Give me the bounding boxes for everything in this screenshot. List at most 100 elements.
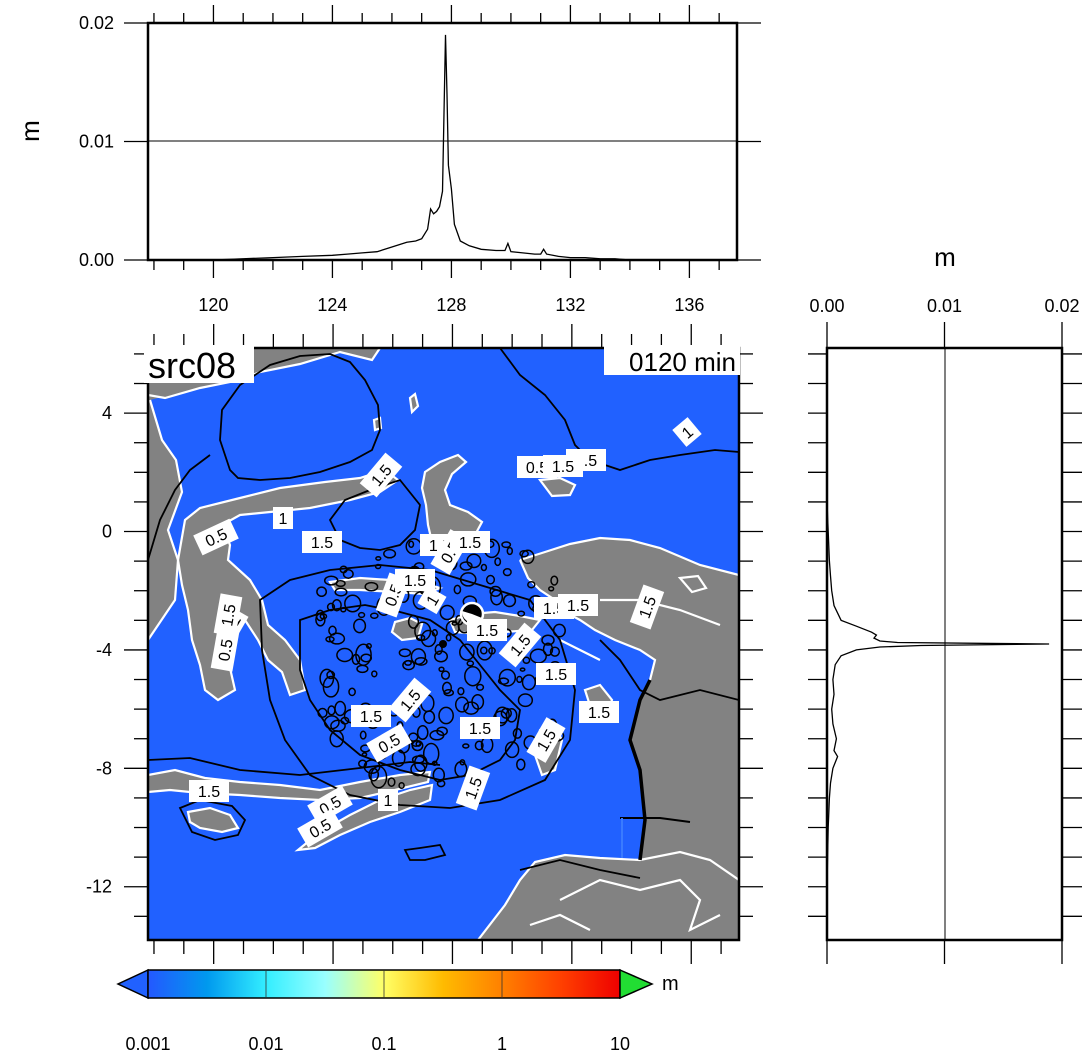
map-title: src08 [148,345,236,386]
small-contour-ring [408,540,415,549]
contour-label-box [543,455,583,477]
small-contour-ring [342,569,354,579]
contour-label-box [378,789,398,811]
small-contour-ring [459,561,473,571]
colorbar-under-triangle [116,968,149,1000]
contour-label: 1.5 [213,593,243,637]
contour-label-text: 1.5 [198,784,220,801]
thick-contour-png [628,679,652,861]
contour-label: 1.5 [455,765,491,811]
contour-north-basin [219,353,381,481]
coast-halmahera [420,453,484,550]
contour-label-text: 1.5 [588,705,610,722]
small-contour-ring [440,670,451,680]
small-contour-ring [517,610,526,617]
contour-west [148,454,211,561]
small-contour-ring [387,777,396,787]
contour-label-box [579,701,619,723]
small-contour-ring [438,666,445,673]
small-contour-ring [375,555,382,561]
contour-label-box [359,452,403,498]
small-contour-ring [325,636,335,643]
contour-label: 1 [672,417,702,447]
contour-arafura [519,859,641,879]
map-time-label: 0120 min [629,347,736,377]
small-contour-ring [340,607,347,613]
contour-label-text: 1.5 [360,709,382,726]
small-contour-ring [316,586,328,598]
small-contour-ring [548,586,555,592]
small-contour-ring [398,648,412,658]
contour-timor-sea [403,844,447,861]
buru-land [392,618,422,640]
right-x-axis-label: m [934,242,956,272]
small-contour-ring [457,687,465,696]
small-contour-ring [438,706,454,725]
contour-label-text: 1.5 [219,603,240,628]
top-x-tick-label: 120 [198,295,228,315]
top-y-tick-label: 0.01 [79,132,114,152]
small-contour-ring [445,634,452,642]
small-contour-ring [423,710,436,724]
small-contour-ring [404,659,412,666]
contour-label: 0.5 [297,808,343,848]
top-x-tick-label: 136 [674,295,704,315]
colorbar-tick-label: 10 [610,1034,630,1054]
coast-borneo [148,399,184,641]
small-contour-ring [353,618,367,634]
small-contour-ring [522,656,531,665]
small-contour-ring [383,548,397,559]
small-contour-ring [328,632,346,645]
small-contour-ring [490,589,504,606]
contour-label-box [193,518,239,556]
contour-label-box [366,723,412,763]
contour-label-box [536,663,576,685]
small-contour-ring [459,759,466,766]
contour-label-box [450,531,490,553]
top-x-ticks: 120 124 128 132 136 [153,5,720,315]
small-contour-ring [359,730,367,740]
coast-sumba [186,806,240,834]
contour-label: 1.5 [450,531,490,553]
map-y-tick-label: -8 [96,758,112,778]
contour-label-box [455,765,491,811]
colorbar-unit-label: m [662,973,679,995]
small-contour-ring [542,642,554,657]
top-x-tick-label: 124 [317,295,347,315]
map-y-tick-label: 4 [102,403,112,423]
small-contour-ring [315,609,325,622]
small-contour-ring [355,643,372,667]
contour-label: 0.5 [210,628,240,672]
coast-australia [477,850,739,940]
contour-label-box [189,780,229,802]
australia-land [478,852,739,940]
contour-flores-ring [148,757,441,776]
contour-label: 1.5 [579,701,619,723]
map-y-tick-label: 0 [102,522,112,542]
contour-label-box [417,585,447,615]
contour-label-text: 1 [384,793,393,810]
contour-label-text: 0.5 [526,460,548,477]
small-contour-ring [476,683,485,691]
small-contour-ring [464,665,482,687]
small-contour-ring [371,670,378,678]
right-x-tick-label: 0.02 [1044,296,1079,316]
small-contour-ring [485,574,496,585]
small-contour-ring [420,629,437,648]
small-contour-ring [422,742,440,765]
small-contour-ring [414,656,428,666]
small-contour-ring [323,575,339,586]
small-contour-ring [357,611,366,619]
small-contour-ring [434,644,443,655]
small-contour-ring [494,706,510,724]
contour-label-box [213,593,243,637]
small-contour-ring [329,730,344,748]
contour-label-text: 1.5 [567,598,589,615]
colorbar-tick-label: 0.01 [248,1034,283,1054]
small-contour-ring [462,743,470,749]
small-contour-ring [416,725,429,740]
small-contour-ring [494,557,502,567]
small-contour-ring [433,650,449,663]
colorbar-ticks: 0.001 0.01 0.1 1 10 [125,970,630,1054]
